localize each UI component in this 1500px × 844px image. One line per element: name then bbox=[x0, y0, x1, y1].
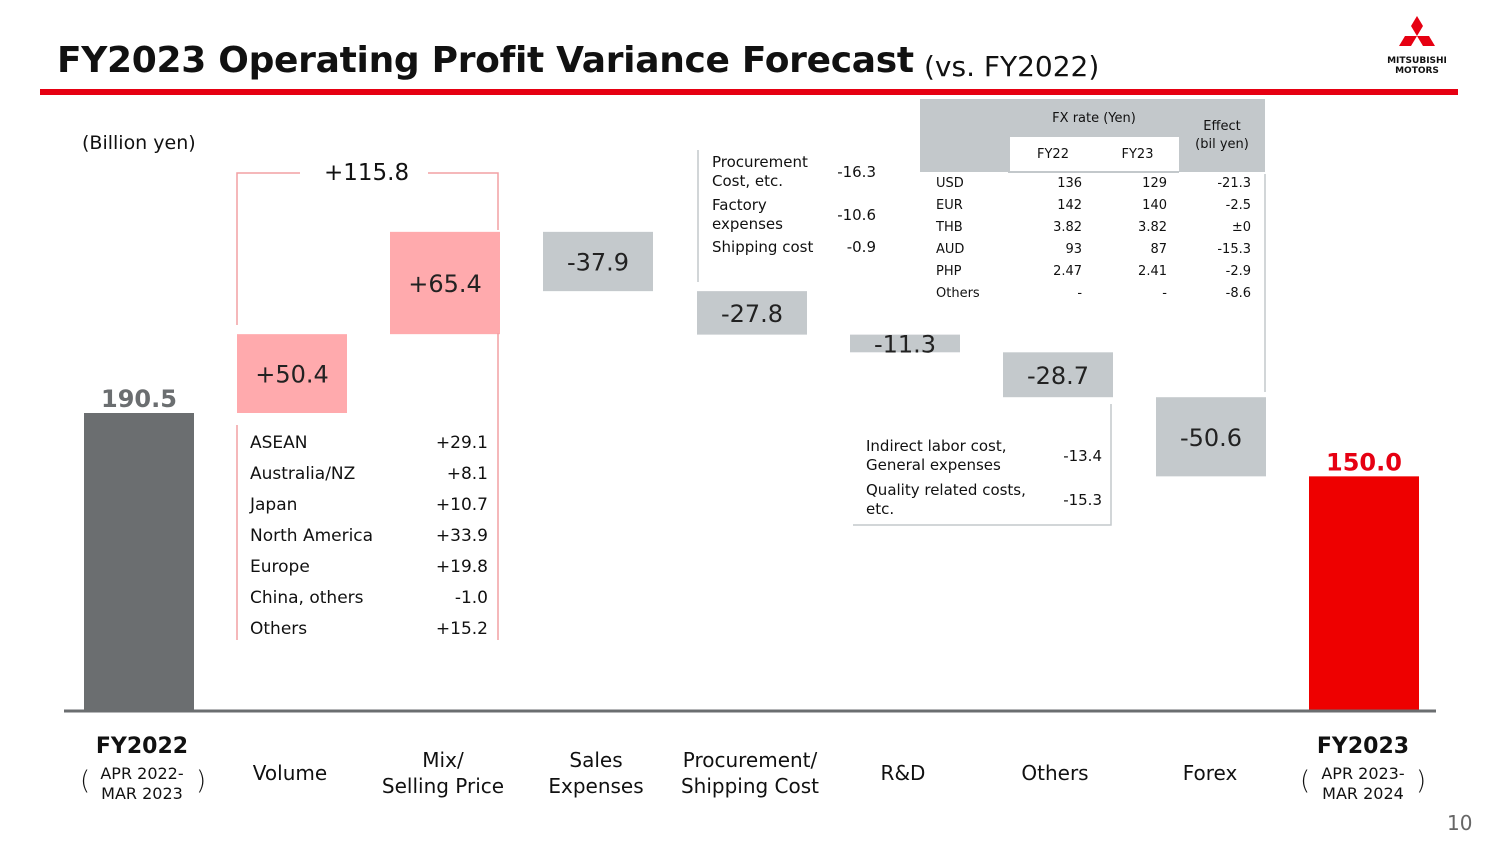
mitsubishi-logo-icon bbox=[1399, 16, 1435, 46]
combined-total-label: +115.8 bbox=[320, 160, 414, 186]
bar-value-label: -11.3 bbox=[874, 330, 936, 358]
region-label: China, others bbox=[250, 587, 364, 608]
table-row: Quality related costs, etc. -15.3 bbox=[866, 479, 1102, 521]
table-row: Others +15.2 bbox=[250, 613, 488, 644]
bar-others bbox=[1003, 352, 1113, 398]
bar-forex bbox=[1156, 397, 1266, 477]
category-sales-expenses: Sales Expenses bbox=[548, 748, 644, 798]
table-row: Europe +19.8 bbox=[250, 551, 488, 582]
region-value: -1.0 bbox=[454, 587, 488, 608]
bar-value-label: -50.6 bbox=[1180, 424, 1242, 452]
bar-volume bbox=[237, 334, 347, 413]
fx-rate-table: FX rate (Yen) Effect (bil yen) FY22 FY23 … bbox=[920, 99, 1265, 304]
combined-brace-left bbox=[236, 172, 300, 325]
paren-left: ( bbox=[1300, 766, 1311, 796]
region-label: Australia/NZ bbox=[250, 463, 356, 484]
category-volume: Volume bbox=[252, 761, 328, 785]
table-row: THB 3.82 3.82 ±0 bbox=[936, 219, 1251, 235]
category-fy2022-period: APR 2022- MAR 2023 bbox=[100, 764, 184, 803]
bar-mix-selling-price bbox=[390, 231, 500, 335]
region-value: +33.9 bbox=[435, 525, 488, 546]
region-value: +8.1 bbox=[446, 463, 488, 484]
table-row: Australia/NZ +8.1 bbox=[250, 458, 488, 489]
region-value: +19.8 bbox=[435, 556, 488, 577]
table-row: Factory expenses -10.6 bbox=[712, 193, 876, 237]
bar-value-label: -37.9 bbox=[567, 248, 629, 276]
category-fy2023-title: FY2023 bbox=[1316, 734, 1410, 759]
table-row: USD 136 129 -21.3 bbox=[936, 175, 1251, 192]
region-value: +15.2 bbox=[435, 618, 488, 639]
fx-col-fy23: FY23 bbox=[1096, 137, 1179, 173]
category-rnd: R&D bbox=[880, 761, 926, 785]
bar-r-d bbox=[850, 334, 960, 353]
region-label: Japan bbox=[250, 494, 298, 515]
paren-right: ) bbox=[196, 766, 207, 796]
table-row: Shipping cost -0.9 bbox=[712, 238, 876, 256]
bar-value-label: 190.5 bbox=[101, 385, 177, 413]
page-number: 10 bbox=[1447, 811, 1473, 835]
others-detail-bracket bbox=[853, 404, 1112, 526]
item-value: -0.9 bbox=[846, 238, 876, 256]
region-label: Others bbox=[250, 618, 308, 639]
item-value: -10.6 bbox=[837, 206, 876, 224]
paren-left: ( bbox=[80, 766, 91, 796]
category-mix: Mix/Selling Price bbox=[381, 748, 505, 798]
region-value: +29.1 bbox=[435, 432, 488, 453]
table-row: Procurement Cost, etc. -16.3 bbox=[712, 151, 876, 193]
category-fy2022-title: FY2022 bbox=[95, 734, 189, 759]
item-value: -13.4 bbox=[1063, 447, 1102, 465]
paren-right: ) bbox=[1416, 766, 1427, 796]
title-underline bbox=[40, 89, 1458, 95]
table-row: North America +33.9 bbox=[250, 520, 488, 551]
fx-col-fy22: FY22 bbox=[1007, 137, 1097, 173]
fx-effect-header: Effect (bil yen) bbox=[1179, 99, 1265, 172]
bar-fy2022 bbox=[84, 413, 194, 711]
procurement-breakdown-table: Procurement Cost, etc. -16.3 Factory expens… bbox=[712, 151, 876, 257]
bar-procurement-shipping-cost bbox=[697, 291, 807, 335]
region-label: Europe bbox=[250, 556, 310, 577]
category-fy2023-period: APR 2023- MAR 2024 bbox=[1321, 764, 1405, 803]
bar-value-label: +50.4 bbox=[255, 361, 329, 389]
region-label: North America bbox=[250, 525, 374, 546]
table-row: China, others -1.0 bbox=[250, 582, 488, 613]
page-title: FY2023 Operating Profit Variance Forecas… bbox=[57, 40, 914, 81]
unit-label: (Billion yen) bbox=[82, 132, 196, 154]
table-row: EUR 142 140 -2.5 bbox=[936, 197, 1251, 213]
region-label: ASEAN bbox=[250, 432, 308, 453]
volume-breakdown-table: ASEAN +29.1 Australia/NZ +8.1 Japan +10.7 N… bbox=[250, 427, 488, 644]
table-row: Indirect labor cost, General expenses -13.… bbox=[866, 433, 1102, 479]
table-row: ASEAN +29.1 bbox=[250, 427, 488, 458]
item-value: -16.3 bbox=[837, 163, 876, 181]
bar-fy2023 bbox=[1309, 476, 1419, 711]
region-value: +10.7 bbox=[435, 494, 488, 515]
table-row: AUD 93 87 -15.3 bbox=[936, 241, 1251, 257]
item-value: -15.3 bbox=[1063, 491, 1102, 509]
page-subtitle: (vs. FY2022) bbox=[924, 50, 1100, 83]
combined-brace-right bbox=[428, 172, 499, 230]
category-others: Others bbox=[1021, 761, 1089, 785]
bar-value-label: 150.0 bbox=[1326, 448, 1402, 476]
bar-value-label: -27.8 bbox=[721, 300, 783, 328]
others-breakdown-table: Indirect labor cost, General expenses -13.… bbox=[866, 433, 1102, 521]
table-row: Others - - -8.6 bbox=[936, 285, 1251, 301]
fx-header-group: FX rate (Yen) bbox=[1009, 99, 1179, 137]
logo-text: MITSUBISHI MOTORS bbox=[1387, 56, 1447, 76]
bar-sales-expenses bbox=[543, 231, 653, 292]
category-forex: Forex bbox=[1182, 761, 1238, 785]
bar-value-label: +65.4 bbox=[408, 270, 482, 298]
bar-value-label: -28.7 bbox=[1027, 362, 1089, 390]
category-procurement: Procurement/Shipping Cost bbox=[680, 748, 820, 798]
table-row: PHP 2.47 2.41 -2.9 bbox=[936, 263, 1251, 279]
table-row: Japan +10.7 bbox=[250, 489, 488, 520]
